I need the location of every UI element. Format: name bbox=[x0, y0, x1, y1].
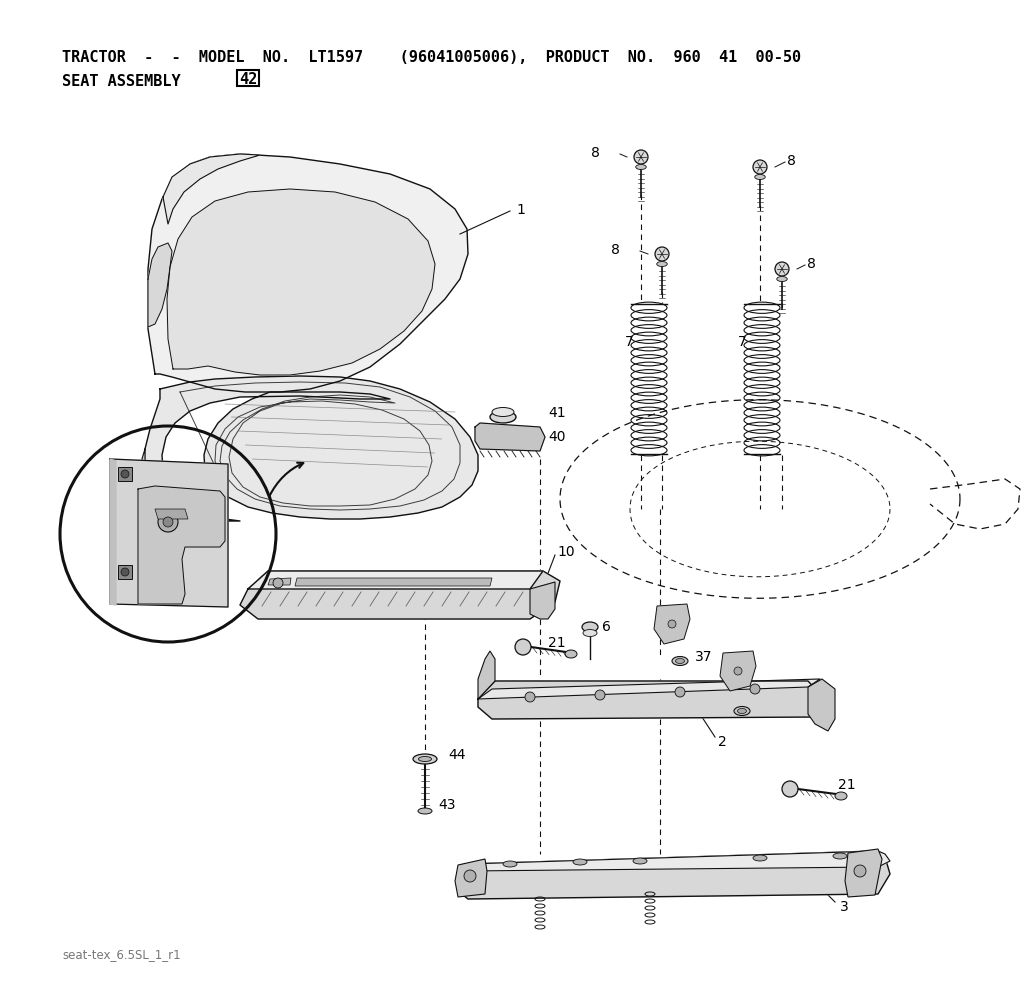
Ellipse shape bbox=[418, 808, 432, 814]
Polygon shape bbox=[460, 851, 890, 871]
Bar bbox=[118, 467, 132, 481]
Ellipse shape bbox=[636, 165, 646, 170]
Ellipse shape bbox=[413, 754, 437, 764]
Polygon shape bbox=[478, 681, 820, 720]
Text: 44: 44 bbox=[449, 747, 466, 761]
Ellipse shape bbox=[672, 657, 688, 666]
Circle shape bbox=[634, 151, 648, 165]
Ellipse shape bbox=[835, 792, 847, 800]
Polygon shape bbox=[240, 572, 560, 619]
Circle shape bbox=[464, 870, 476, 882]
Ellipse shape bbox=[633, 858, 647, 864]
Polygon shape bbox=[110, 459, 228, 607]
Ellipse shape bbox=[734, 707, 750, 716]
Ellipse shape bbox=[565, 650, 577, 658]
Text: 7: 7 bbox=[625, 335, 634, 349]
Ellipse shape bbox=[833, 853, 847, 859]
Circle shape bbox=[163, 518, 173, 528]
Circle shape bbox=[158, 513, 178, 533]
Circle shape bbox=[750, 684, 760, 694]
Polygon shape bbox=[268, 579, 291, 585]
Polygon shape bbox=[478, 679, 820, 700]
Circle shape bbox=[121, 569, 129, 577]
Text: 40: 40 bbox=[548, 429, 565, 443]
Polygon shape bbox=[654, 604, 690, 644]
Bar bbox=[237, 71, 259, 86]
Ellipse shape bbox=[583, 630, 597, 637]
Circle shape bbox=[734, 667, 742, 675]
Text: 10: 10 bbox=[557, 545, 574, 559]
Circle shape bbox=[273, 579, 283, 588]
Circle shape bbox=[655, 248, 669, 261]
Ellipse shape bbox=[582, 622, 598, 632]
Text: 1: 1 bbox=[516, 203, 525, 217]
Circle shape bbox=[782, 781, 798, 797]
Text: 43: 43 bbox=[438, 797, 456, 811]
Text: SEAT ASSEMBLY: SEAT ASSEMBLY bbox=[62, 75, 180, 89]
Polygon shape bbox=[145, 377, 478, 522]
Polygon shape bbox=[142, 449, 200, 525]
Ellipse shape bbox=[490, 412, 516, 423]
Text: 2: 2 bbox=[718, 735, 727, 748]
Polygon shape bbox=[110, 459, 116, 605]
Text: 37: 37 bbox=[757, 701, 774, 715]
Circle shape bbox=[515, 639, 531, 655]
Polygon shape bbox=[248, 572, 543, 589]
Polygon shape bbox=[155, 510, 188, 520]
Text: 42: 42 bbox=[239, 72, 257, 86]
Text: 41: 41 bbox=[548, 406, 565, 419]
Polygon shape bbox=[167, 190, 435, 376]
Polygon shape bbox=[458, 851, 890, 900]
Text: 7: 7 bbox=[738, 335, 746, 349]
Circle shape bbox=[854, 865, 866, 877]
Polygon shape bbox=[475, 423, 545, 451]
Circle shape bbox=[675, 687, 685, 698]
Text: 37: 37 bbox=[695, 649, 713, 663]
Polygon shape bbox=[808, 679, 835, 732]
Circle shape bbox=[668, 620, 676, 628]
Polygon shape bbox=[478, 651, 495, 700]
Text: TRACTOR  -  -  MODEL  NO.  LT1597    (96041005006),  PRODUCT  NO.  960  41  00-5: TRACTOR - - MODEL NO. LT1597 (9604100500… bbox=[62, 51, 801, 66]
Ellipse shape bbox=[656, 262, 668, 267]
Text: 6: 6 bbox=[602, 619, 611, 633]
Polygon shape bbox=[455, 859, 487, 898]
Polygon shape bbox=[530, 582, 555, 619]
Text: 21: 21 bbox=[548, 635, 565, 649]
Text: 8: 8 bbox=[611, 243, 620, 256]
Polygon shape bbox=[845, 849, 882, 898]
Text: 8: 8 bbox=[807, 256, 816, 270]
Polygon shape bbox=[720, 651, 756, 691]
Circle shape bbox=[595, 690, 605, 701]
Ellipse shape bbox=[755, 175, 765, 180]
Circle shape bbox=[525, 692, 535, 703]
Ellipse shape bbox=[753, 855, 767, 861]
Ellipse shape bbox=[573, 859, 587, 865]
Text: seat-tex_6.5SL_1_r1: seat-tex_6.5SL_1_r1 bbox=[62, 947, 180, 960]
Polygon shape bbox=[138, 486, 225, 604]
Polygon shape bbox=[295, 579, 492, 586]
Ellipse shape bbox=[676, 659, 684, 664]
Polygon shape bbox=[148, 155, 468, 393]
Ellipse shape bbox=[777, 277, 787, 282]
Ellipse shape bbox=[419, 756, 431, 761]
Text: 8: 8 bbox=[591, 146, 600, 160]
Bar bbox=[118, 566, 132, 580]
Ellipse shape bbox=[492, 409, 514, 417]
Circle shape bbox=[753, 161, 767, 175]
Text: 21: 21 bbox=[838, 777, 856, 791]
Circle shape bbox=[121, 470, 129, 478]
Ellipse shape bbox=[503, 861, 517, 867]
Text: 3: 3 bbox=[840, 900, 849, 913]
Circle shape bbox=[775, 262, 790, 276]
Text: 8: 8 bbox=[787, 154, 796, 168]
Ellipse shape bbox=[737, 709, 746, 714]
Polygon shape bbox=[163, 155, 260, 225]
Polygon shape bbox=[148, 244, 172, 328]
